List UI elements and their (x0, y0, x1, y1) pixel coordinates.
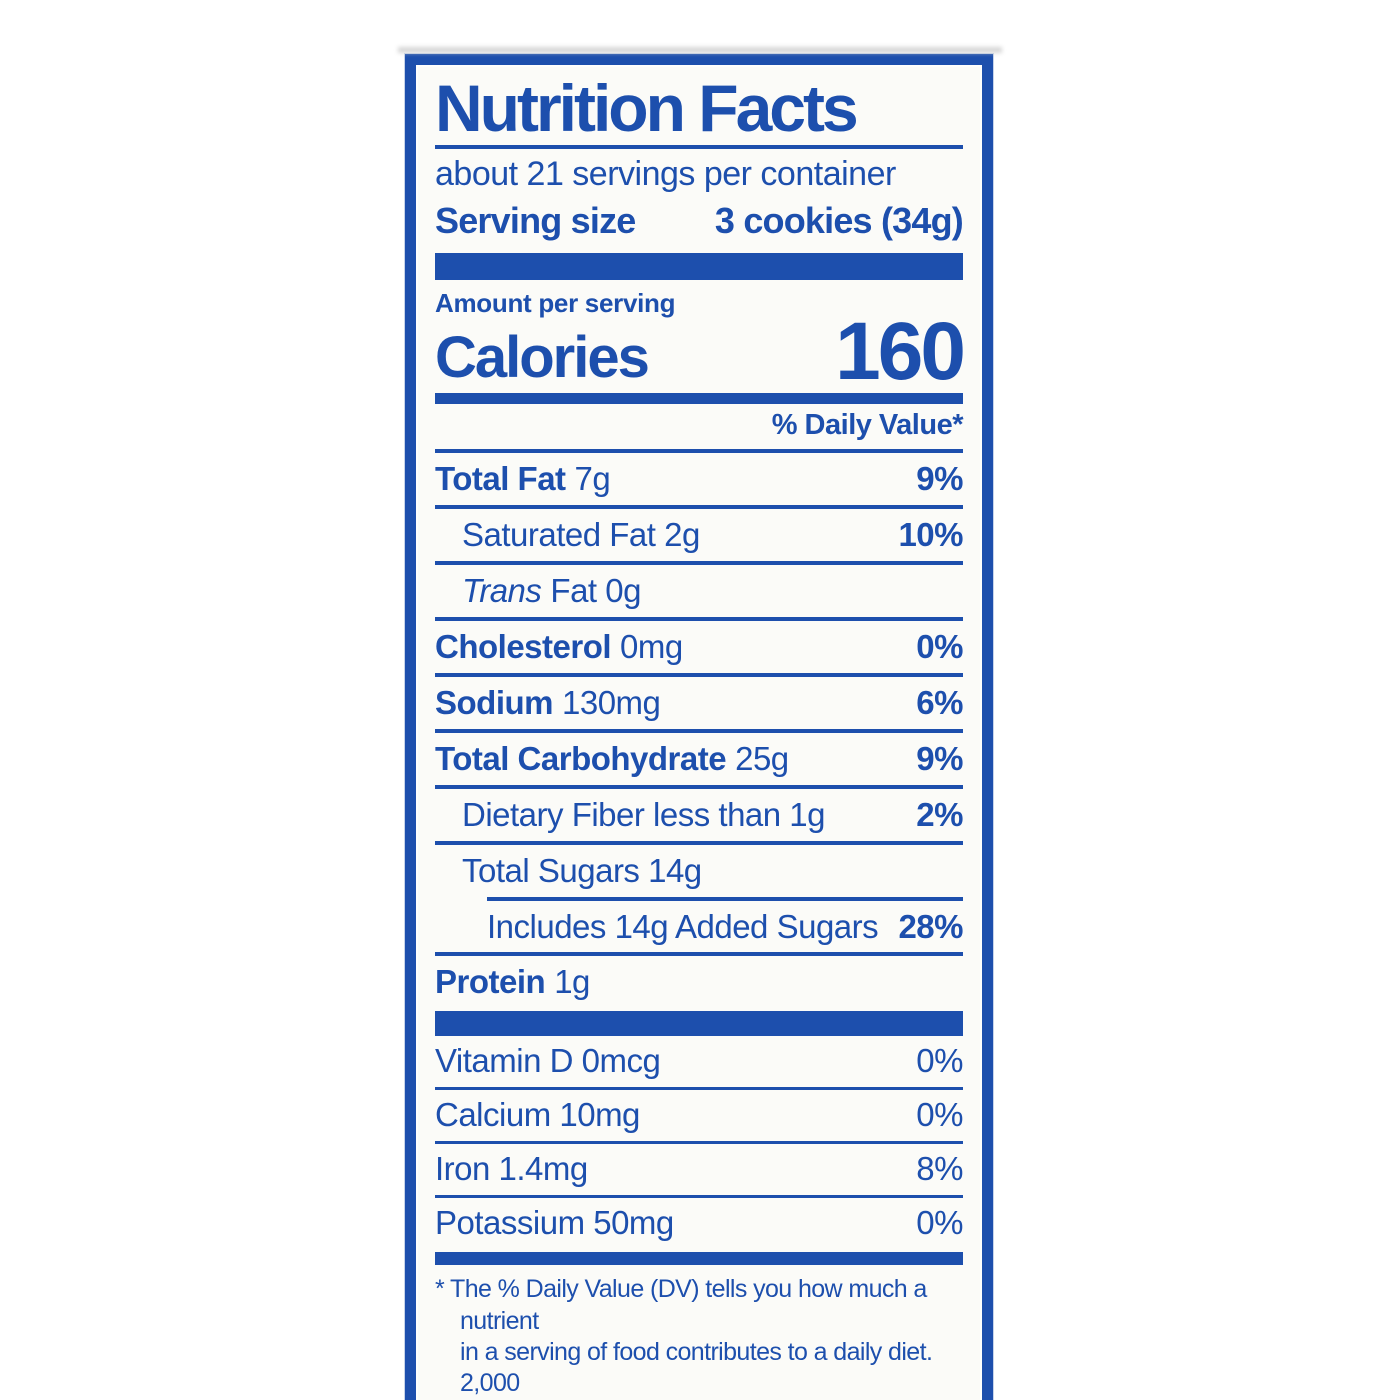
vitamin-row: Iron 1.4mg 8% (435, 1144, 963, 1195)
vitamin-rows: Vitamin D 0mcg 0% Calcium 10mg 0% Iron 1… (435, 1036, 963, 1249)
divider-bar-thick (435, 253, 963, 281)
divider-thin (435, 840, 963, 845)
nutrient-row: Total Sugars 14g (435, 845, 963, 897)
nutrient-daily-value: 6% (916, 683, 963, 721)
divider-bar-medium (435, 1252, 963, 1266)
servings-per-container: about 21 servings per container (435, 155, 896, 193)
nutrient-rows: Total Fat 7g 9% Saturated Fat 2g 10% Tran… (435, 453, 963, 1009)
nutrient-row: Cholesterol 0mg 0% (435, 621, 963, 673)
serving-size-value: 3 cookies (34g) (714, 200, 964, 242)
nutrient-row: Includes 14g Added Sugars 28% (435, 901, 963, 953)
nutrient-name: Cholesterol 0mg (435, 627, 683, 665)
vitamin-name: Calcium 10mg (435, 1096, 640, 1134)
footnote-line: in a serving of food contributes to a da… (460, 1337, 933, 1397)
calories-label: Calories (435, 324, 650, 390)
nutrient-row: Total Fat 7g 9% (435, 453, 963, 505)
divider-thin (435, 448, 963, 453)
divider-thin (435, 145, 963, 149)
nutrient-name: Saturated Fat 2g (462, 515, 700, 553)
vitamin-name: Vitamin D 0mcg (435, 1042, 661, 1080)
nutrient-row: Dietary Fiber less than 1g 2% (435, 789, 963, 841)
nutrient-row: Sodium 130mg 6% (435, 677, 963, 729)
divider-bar-medium (435, 392, 963, 404)
nutrient-daily-value: 0% (916, 627, 963, 665)
divider-thin (435, 728, 963, 733)
nutrient-name: Protein 1g (435, 963, 590, 1001)
serving-size-row: Serving size 3 cookies (34g) (435, 200, 964, 242)
daily-value-header: % Daily Value* (771, 408, 964, 441)
nutrient-row: Protein 1g (435, 956, 963, 1008)
nutrient-name: Sodium 130mg (435, 683, 661, 721)
vitamin-daily-value: 0% (916, 1204, 963, 1242)
calories-row: Calories 160 (435, 305, 966, 397)
nutrition-facts-label: Nutrition Facts about 21 servings per co… (405, 54, 993, 1400)
nutrient-name: Total Fat 7g (435, 459, 611, 497)
nutrient-row: Trans Fat 0g (435, 565, 963, 617)
divider-thin (435, 1195, 963, 1199)
divider-thin (487, 896, 963, 901)
vitamin-row: Calcium 10mg 0% (435, 1090, 963, 1141)
nutrient-daily-value: 9% (916, 739, 963, 777)
nutrient-row: Total Carbohydrate 25g 9% (435, 733, 963, 785)
divider-thin (435, 672, 963, 677)
divider-thin (435, 952, 963, 957)
divider-thin (435, 784, 963, 789)
serving-size-label: Serving size (435, 200, 636, 242)
footnote: * The % Daily Value (DV) tells you how m… (435, 1274, 963, 1400)
divider-thin (435, 504, 963, 509)
divider-thin (435, 616, 963, 621)
vitamin-row: Vitamin D 0mcg 0% (435, 1036, 963, 1087)
vitamin-name: Potassium 50mg (435, 1204, 674, 1242)
divider-bar-thick (435, 1011, 963, 1037)
nutrient-name: Includes 14g Added Sugars (487, 907, 879, 945)
vitamin-daily-value: 8% (916, 1150, 963, 1188)
vitamin-daily-value: 0% (916, 1042, 963, 1080)
divider-thin (435, 560, 963, 565)
nutrient-daily-value: 28% (898, 907, 963, 945)
vitamin-daily-value: 0% (916, 1096, 963, 1134)
label-title: Nutrition Facts (435, 71, 859, 145)
package-edge-shadow (398, 47, 1002, 53)
calories-value: 160 (835, 305, 966, 397)
nutrient-name: Dietary Fiber less than 1g (462, 795, 826, 833)
nutrient-name: Total Carbohydrate 25g (435, 739, 789, 777)
footnote-line: * The % Daily Value (DV) tells you how m… (435, 1275, 927, 1335)
divider-thin (435, 1087, 963, 1091)
vitamin-row: Potassium 50mg 0% (435, 1198, 963, 1249)
vitamin-name: Iron 1.4mg (435, 1150, 588, 1188)
nutrient-daily-value: 2% (916, 795, 963, 833)
nutrient-row: Saturated Fat 2g 10% (435, 509, 963, 561)
divider-thin (435, 1141, 963, 1145)
nutrient-name: Trans Fat 0g (462, 571, 641, 609)
amount-per-serving-label: Amount per serving (435, 288, 676, 319)
nutrient-name: Total Sugars 14g (462, 851, 702, 889)
nutrient-daily-value: 10% (898, 515, 963, 553)
nutrient-daily-value: 9% (916, 459, 963, 497)
